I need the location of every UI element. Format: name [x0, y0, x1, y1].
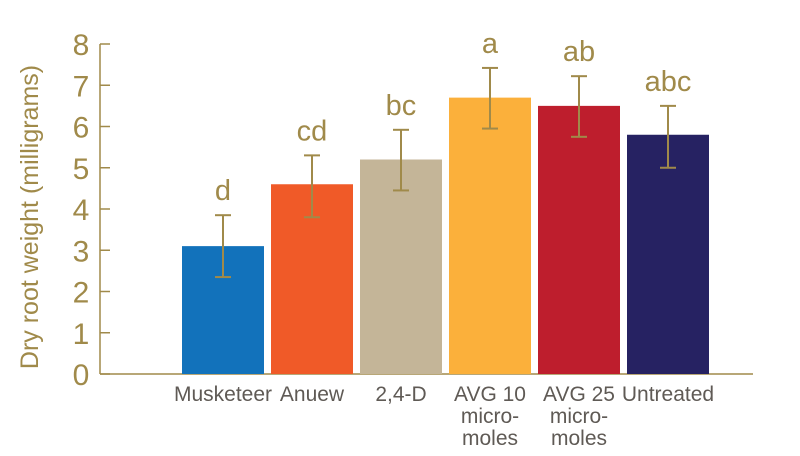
- x-axis-category-labels: Musketeer Anuew 2,4-D AVG 10 micro-molesAVG …: [174, 383, 714, 450]
- y-axis-ticks: 0 1 2 3 4 5 6 7 8: [73, 29, 110, 392]
- x-tick-label-line: Untreated: [622, 383, 714, 406]
- x-tick-label-line: moles: [462, 427, 518, 450]
- significance-label: a: [482, 28, 499, 60]
- x-tick-label-line: moles: [551, 427, 607, 450]
- y-tick-label: 5: [73, 153, 90, 186]
- x-tick-label-line: 2,4-D: [375, 383, 426, 406]
- significance-label: abc: [645, 66, 692, 98]
- bar: [538, 105, 620, 374]
- y-axis-label: Dry root weight (milligrams): [16, 65, 44, 369]
- x-tick-label-line: AVG 25: [543, 383, 615, 406]
- x-tick-label-line: micro-: [461, 405, 519, 428]
- x-tick-label-line: Anuew: [280, 383, 345, 406]
- significance-label: cd: [297, 115, 328, 147]
- y-tick-label: 3: [73, 235, 90, 268]
- x-tick-label: AVG 25 micro-moles: [543, 383, 615, 450]
- bars: [182, 97, 709, 374]
- y-tick-label: 8: [73, 29, 90, 62]
- bar: [360, 159, 442, 374]
- x-tick-label: Untreated: [622, 383, 714, 406]
- x-tick-label: 2,4-D: [375, 383, 426, 406]
- y-tick-label: 1: [73, 318, 90, 351]
- y-tick-label: 7: [73, 70, 90, 103]
- significance-label: d: [215, 175, 231, 207]
- significance-labels: d cd bc a ab abc: [215, 28, 691, 207]
- bar: [627, 134, 709, 374]
- error-bars: [215, 66, 676, 279]
- x-tick-label-line: Musketeer: [174, 383, 272, 406]
- significance-label: bc: [386, 90, 417, 122]
- bar: [449, 97, 531, 374]
- y-tick-label: 0: [73, 359, 90, 392]
- x-tick-label: AVG 10 micro-moles: [454, 383, 526, 450]
- significance-label: ab: [563, 36, 595, 68]
- x-tick-label-line: micro-: [550, 405, 608, 428]
- x-tick-label: Musketeer: [174, 383, 272, 406]
- y-tick-label: 4: [73, 194, 90, 227]
- x-tick-label-line: AVG 10: [454, 383, 526, 406]
- y-tick-label: 2: [73, 277, 90, 310]
- x-tick-label: Anuew: [280, 383, 345, 406]
- y-tick-label: 6: [73, 112, 90, 145]
